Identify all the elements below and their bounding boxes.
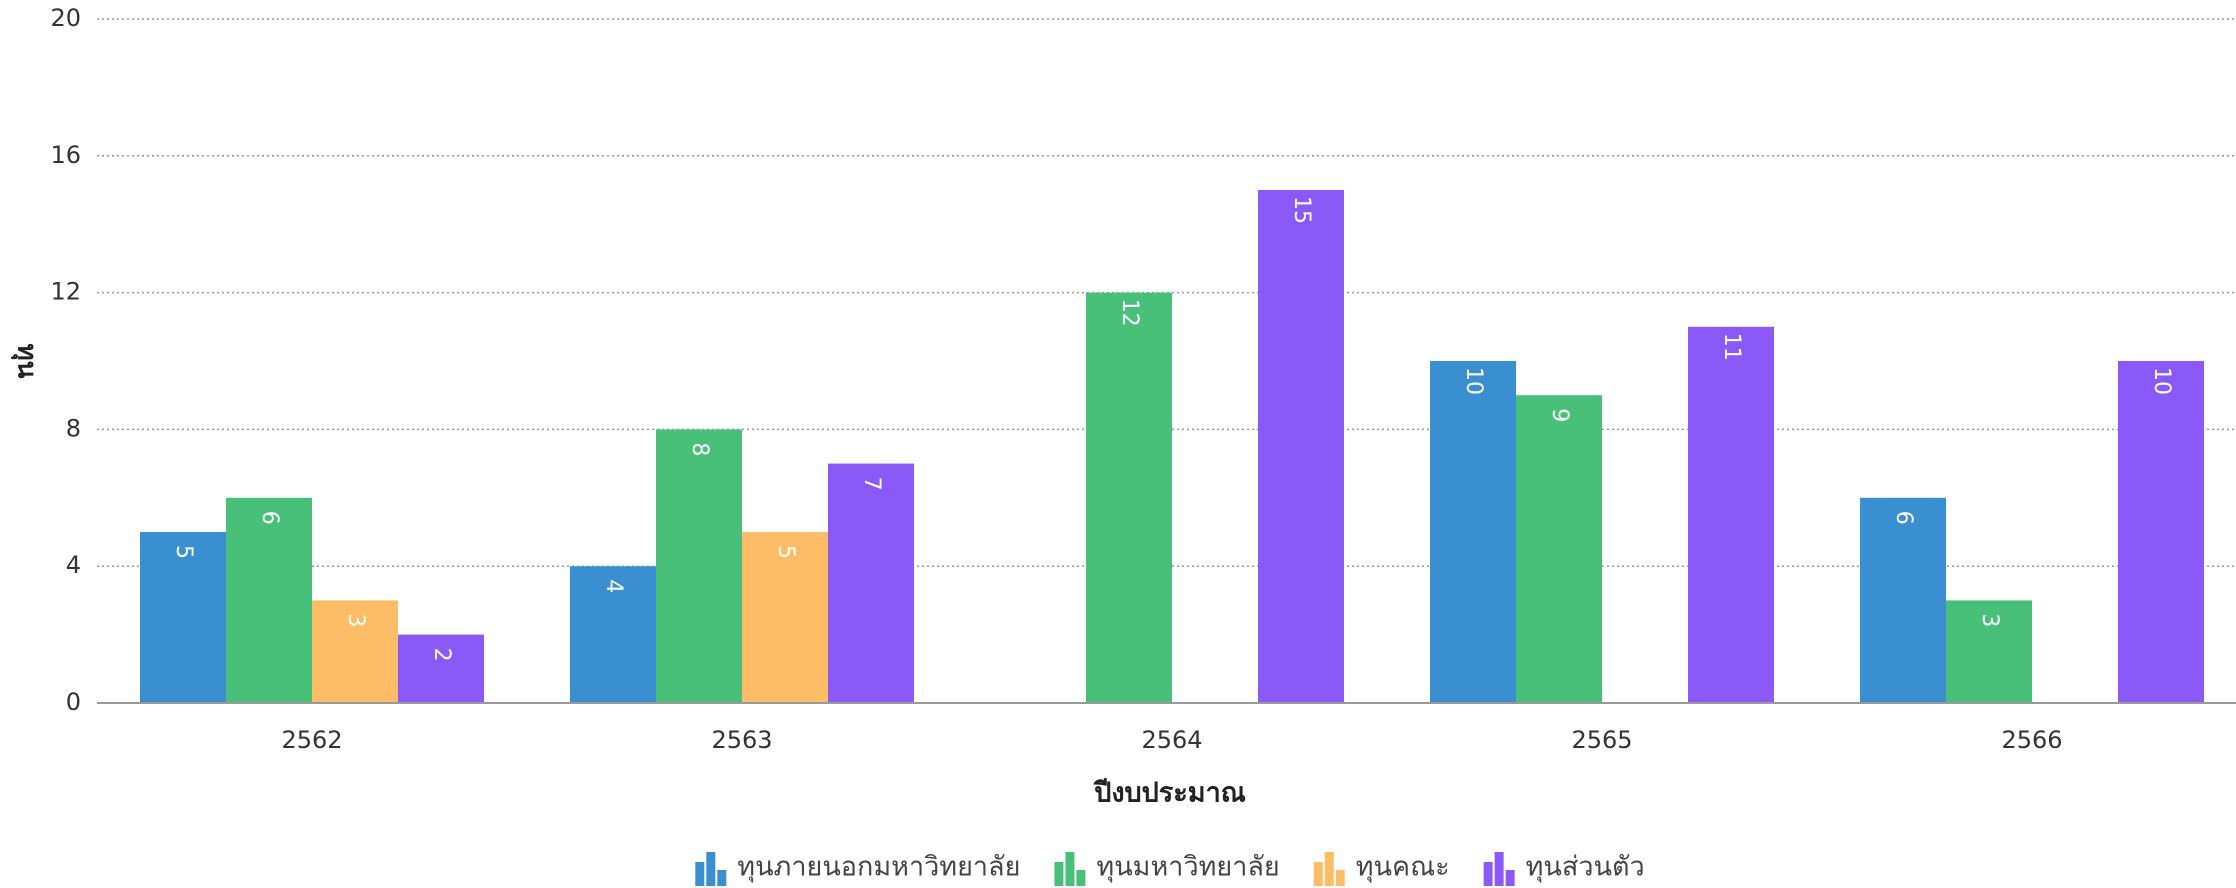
y-tick-label: 0 [66, 688, 81, 716]
y-tick-label: 8 [66, 414, 81, 442]
x-axis-label: ปีงบประมาณ [1093, 778, 1246, 809]
value-label: 4 [601, 579, 626, 593]
legend-icon-bar [1313, 862, 1323, 886]
value-label: 15 [1289, 196, 1314, 224]
x-tick-label: 2562 [281, 726, 342, 754]
value-label: 12 [1117, 299, 1142, 327]
x-tick-label: 2564 [1141, 726, 1202, 754]
legend-label: ทุนคณะ [1356, 852, 1450, 884]
legend-icon-bar [1494, 852, 1504, 886]
legend-icon-bar [695, 862, 705, 886]
legend-icon-bar [1324, 852, 1334, 886]
legend-icon-bar [706, 852, 716, 886]
value-label: 11 [1719, 333, 1744, 361]
legend-icon-bar [1076, 870, 1086, 886]
legend: ทุนภายนอกมหาวิทยาลัย ทุนมหาวิทยาลัย ทุนคณะ… [695, 852, 1645, 886]
bar [1516, 395, 1602, 703]
legend-icon-bar [1505, 870, 1515, 886]
bar [656, 429, 742, 703]
bar [1860, 497, 1946, 703]
legend-icon [1483, 852, 1515, 886]
value-label: 2 [429, 648, 454, 662]
legend-label: ทุนมหาวิทยาลัย [1096, 852, 1279, 884]
y-tick-label: 4 [66, 551, 81, 579]
legend-label: ทุนภายนอกมหาวิทยาลัย [737, 852, 1020, 884]
legend-icon-bar [717, 870, 727, 886]
x-tick-label: 2563 [711, 726, 772, 754]
x-tick-label: 2565 [1571, 726, 1632, 754]
x-tick-label: 2566 [2001, 726, 2062, 754]
value-label: 9 [1547, 408, 1572, 422]
value-label: 8 [687, 442, 712, 456]
legend-icon-bar [1054, 862, 1064, 886]
y-tick-label: 20 [50, 4, 81, 32]
value-label: 10 [1461, 367, 1486, 395]
bar [570, 566, 656, 703]
value-label: 5 [171, 545, 196, 559]
bar [1258, 190, 1344, 703]
legend-icon-bar [1483, 862, 1493, 886]
y-tick-label: 12 [50, 278, 81, 306]
bar [2118, 361, 2204, 703]
bar [1086, 292, 1172, 703]
bar [828, 463, 914, 703]
bar [742, 532, 828, 703]
value-label: 3 [1977, 613, 2002, 627]
bar [226, 497, 312, 703]
bar [1430, 361, 1516, 703]
legend-icon [1313, 852, 1345, 886]
bar [140, 532, 226, 703]
legend-icon [695, 852, 727, 886]
legend-icon-bar [1335, 870, 1345, 886]
bar [398, 634, 484, 703]
value-label: 3 [343, 613, 368, 627]
bar [1688, 326, 1774, 703]
value-label: 6 [1891, 511, 1916, 525]
bar [1946, 600, 2032, 703]
value-label: 7 [859, 477, 884, 491]
y-axis-label: ทุน [11, 344, 42, 379]
legend-icon-bar [1065, 852, 1075, 886]
value-label: 10 [2149, 367, 2174, 395]
y-tick-label: 16 [50, 141, 81, 169]
legend-icon [1054, 852, 1086, 886]
bar [312, 600, 398, 703]
legend-label: ทุนส่วนตัว [1526, 852, 1645, 884]
value-label: 5 [773, 545, 798, 559]
value-label: 6 [257, 511, 282, 525]
